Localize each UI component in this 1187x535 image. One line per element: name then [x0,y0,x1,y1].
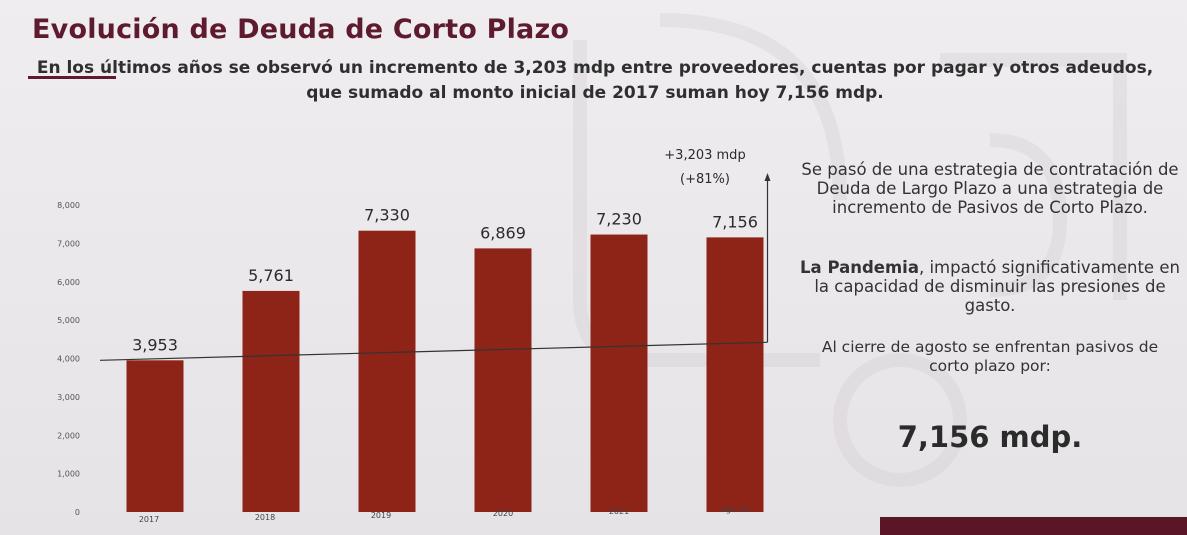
bar [474,248,532,512]
y-tick-label: 6,000 [57,278,80,287]
bar [590,234,648,512]
subtitle-line-1: En los últimos años se observó un increm… [36,58,1154,78]
data-label: 3,953 [132,335,178,354]
data-label: 7,330 [364,206,410,225]
total-amount: 7,156 mdp. [897,420,1083,454]
y-tick-label: 0 [75,508,80,517]
bar [706,237,764,513]
y-tick-label: 5,000 [57,316,80,325]
y-tick-label: 4,000 [57,355,80,364]
increase-annotation: +3,203 mdp [664,148,745,163]
y-tick-label: 2,000 [57,431,80,440]
x-tick-label: 2020 [493,509,513,518]
percent-annotation: (+81%) [680,172,730,187]
y-tick-label: 1,000 [57,470,80,479]
y-tick-label: 7,000 [57,239,80,248]
bar-chart: 0 1,000 2,000 3,000 4,000 5,000 6,000 7,000 8,00… [57,148,771,524]
data-label: 7,156 [712,212,758,231]
closing-text: Al cierre de agosto se enfrentan pasivos… [821,338,1159,375]
y-tick-label: 3,000 [57,393,80,402]
page-title: Evolución de Deuda de Corto Plazo [32,14,570,45]
x-tick-label: 2019 [371,511,391,520]
bar [242,290,300,512]
strategy-text: Se pasó de una estrategia de contratació… [801,160,1179,217]
pandemic-text: La Pandemia, impactó significativamente … [800,258,1180,315]
x-tick-label: 2021 [609,507,629,516]
y-tick-label: 8,000 [57,201,80,210]
subtitle: En los últimos años se observó un increm… [30,56,1160,106]
bar [126,360,184,512]
title-underline [28,76,116,79]
data-label: 7,230 [596,210,642,229]
data-label: 5,761 [248,266,294,285]
bar [358,230,416,512]
increase-arrow-head [764,173,771,181]
data-label: 6,869 [480,223,526,242]
bottom-band [880,517,1187,535]
x-tick-label: 2017 [139,515,159,524]
x-tick-label: ago-22 [721,505,749,514]
reference-line [99,341,768,361]
pandemic-emphasis: La Pandemia [800,258,919,277]
subtitle-line-2: que sumado al monto inicial de 2017 suma… [306,83,884,103]
pandemic-rest: , impactó significativamente en la capac… [814,258,1180,315]
x-tick-label: 2018 [255,513,275,522]
